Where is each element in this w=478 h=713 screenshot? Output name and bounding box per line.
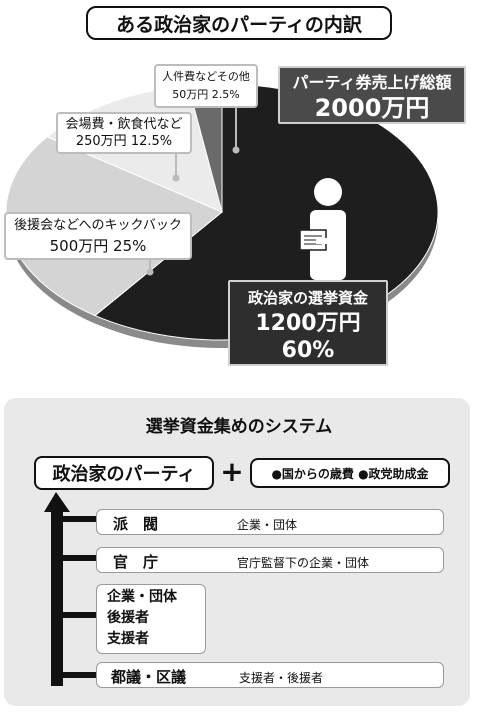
page-title: ある政治家のパーティの内訳	[86, 6, 392, 40]
plus-sign: +	[220, 455, 244, 488]
row-ministry: 官 庁 官庁監督下の企業・団体	[96, 547, 444, 573]
row-supporters-label: 企業・団体 後援者 支援者	[107, 589, 177, 647]
callout-venue-pct: 12.5%	[130, 134, 173, 149]
callout-venue: 会場費・飲食代など 250万円 12.5%	[56, 112, 192, 154]
callout-kickback: 後援会などへのキックバック 500万円 25%	[4, 212, 192, 260]
row-faction-desc: 企業・団体	[237, 518, 298, 532]
callout-other: 人件費などその他 50万円 2.5%	[154, 64, 258, 108]
callout-other-amount: 50万円	[172, 88, 209, 101]
row-ministry-label: 官 庁	[113, 553, 159, 571]
public-funds-box: ●国からの歳費 ●政党助成金	[250, 458, 450, 488]
callout-campaign-pct: 60%	[281, 338, 335, 363]
row-ministry-desc: 官庁監督下の企業・団体	[237, 556, 370, 570]
row-faction-label: 派 閥	[113, 515, 159, 533]
callout-campaign-name: 政治家の選挙資金	[247, 289, 368, 307]
politician-icon	[299, 178, 346, 280]
row-assembly-label: 都議・区議	[111, 668, 187, 686]
politician-party-box: 政治家のパーティ	[34, 456, 214, 490]
up-arrow	[44, 492, 70, 686]
row-faction: 派 閥 企業・団体	[96, 509, 444, 535]
callout-campaign-amount: 1200万円	[255, 311, 361, 336]
callout-other-name: 人件費などその他	[162, 70, 250, 83]
callout-kickback-pct: 25%	[113, 237, 147, 255]
total-sales-box: パーティ券売上げ総額 2000万円	[278, 66, 466, 124]
total-sales-value: 2000万円	[314, 94, 430, 122]
callout-kickback-name: 後援会などへのキックバック	[14, 218, 182, 233]
callout-other-pct: 2.5%	[211, 88, 240, 101]
callout-kickback-amount: 500万円	[49, 237, 109, 255]
row-supporters: 企業・団体 後援者 支援者	[96, 584, 206, 654]
row-assembly-desc: 支援者・後援者	[239, 671, 324, 685]
callout-venue-amount: 250万円	[75, 134, 127, 149]
callout-venue-name: 会場費・飲食代など	[65, 117, 183, 132]
total-sales-label: パーティ券売上げ総額	[292, 73, 452, 92]
row-assembly: 都議・区議 支援者・後援者	[96, 662, 444, 688]
callout-campaign: 政治家の選挙資金 1200万円 60%	[228, 280, 388, 366]
system-title: 選挙資金集めのシステム	[145, 417, 333, 437]
